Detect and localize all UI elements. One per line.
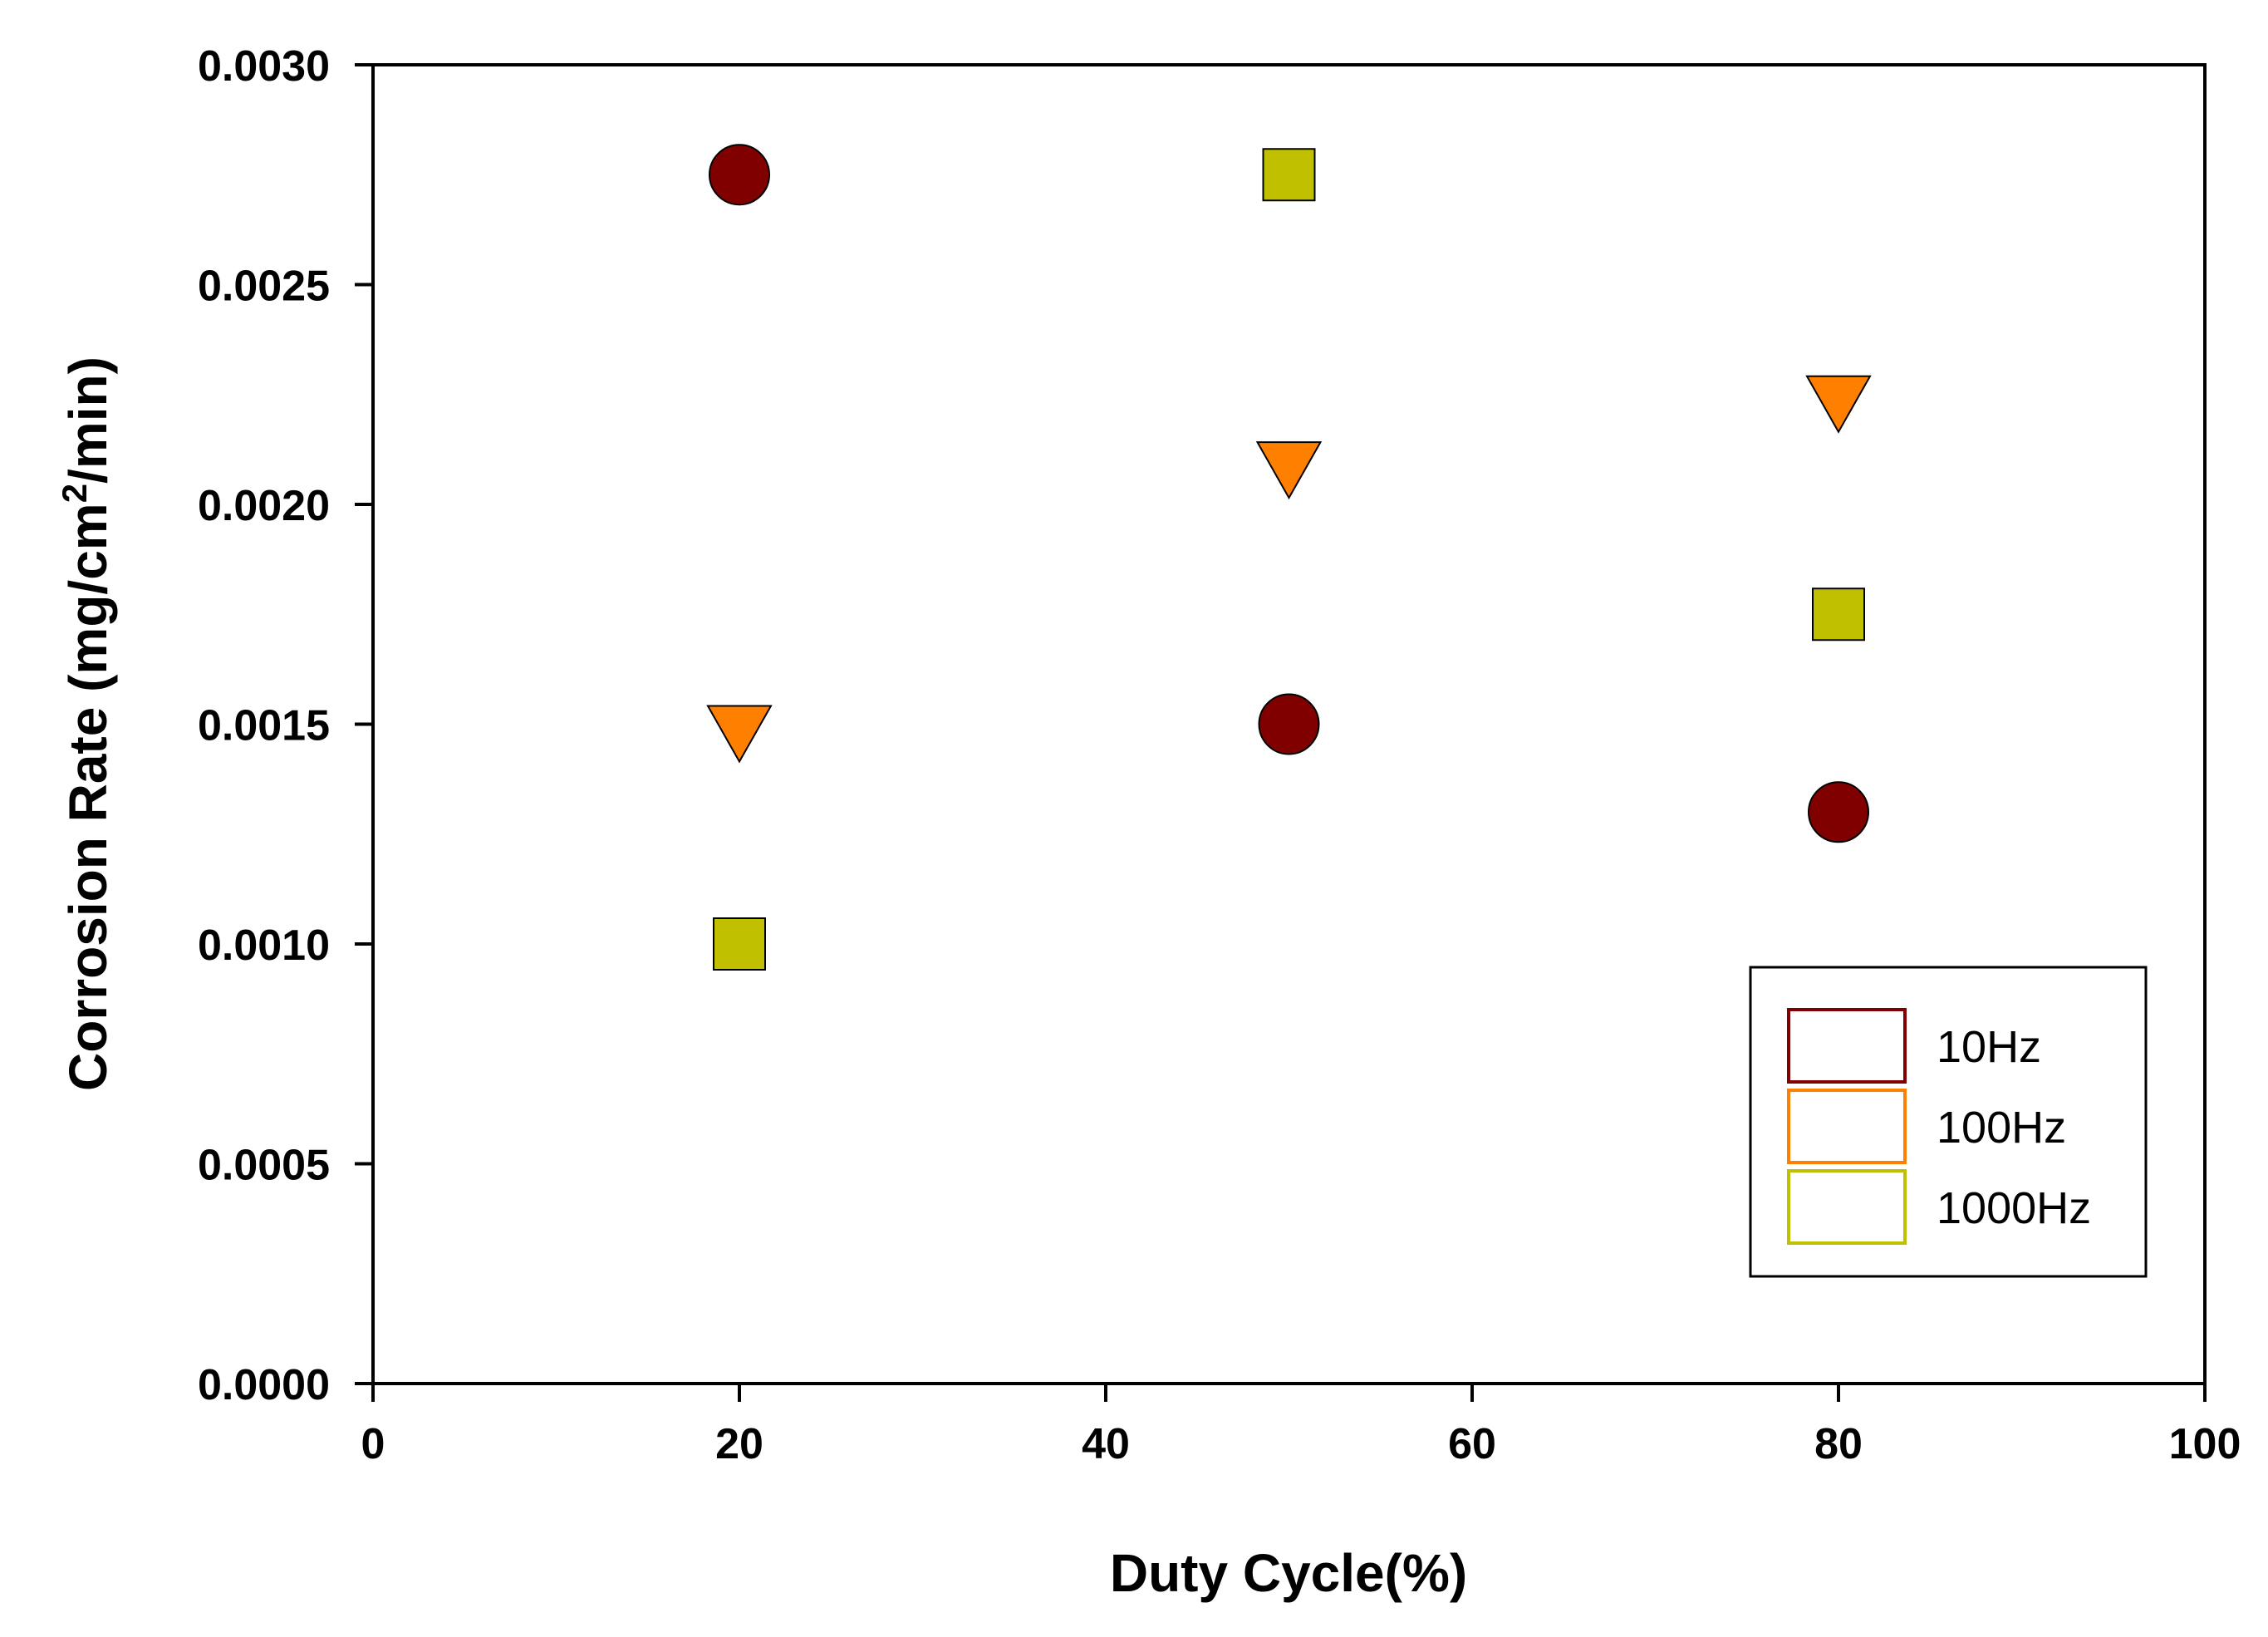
y-axis-title-main: Corrosion Rate (mg/cm [58, 503, 118, 1091]
data-point-triangle [706, 705, 773, 764]
y-tick-label: 0.0000 [198, 1361, 330, 1409]
data-point-circle [1258, 693, 1320, 755]
legend-box [1749, 966, 2148, 1278]
y-axis-title-suffix: /min) [58, 356, 118, 484]
data-point-triangle [1805, 375, 1872, 434]
legend-label: 10Hz [1937, 1022, 2041, 1072]
y-tick-label: 0.0010 [198, 922, 330, 970]
y-axis: 0.0000 0.0005 0.0010 0.0015 0.0020 0.0025 0.00… [198, 42, 373, 1409]
x-tick-label: 40 [1082, 1420, 1130, 1468]
legend-label: 100Hz [1937, 1103, 2066, 1153]
y-axis-title-superscript: 2 [55, 484, 94, 503]
legend-swatch [1787, 1089, 1907, 1164]
data-point-triangle [1255, 441, 1323, 500]
data-point-circle [1808, 781, 1869, 843]
data-point-square [713, 917, 766, 971]
y-tick-label: 0.0020 [198, 482, 330, 530]
x-tick-label: 80 [1814, 1420, 1863, 1468]
legend: 10Hz 100Hz 1000Hz [1749, 966, 2148, 1278]
data-point-square [1262, 148, 1316, 202]
x-axis: 0 20 40 60 80 100 [361, 1384, 2241, 1468]
legend-swatch [1787, 1008, 1907, 1084]
data-point-circle [709, 144, 770, 206]
data-point-square [1812, 587, 1865, 642]
data-points [706, 144, 1872, 971]
legend-swatch [1787, 1169, 1907, 1245]
x-tick-label: 60 [1448, 1420, 1496, 1468]
y-tick-label: 0.0015 [198, 702, 330, 750]
x-tick-label: 100 [2169, 1420, 2241, 1468]
y-tick-label: 0.0005 [198, 1142, 330, 1190]
y-axis-title: Corrosion Rate (mg/cm2/min) [55, 356, 118, 1091]
x-tick-label: 20 [715, 1420, 763, 1468]
y-tick-label: 0.0025 [198, 263, 330, 311]
x-axis-title: Duty Cycle(%) [1110, 1543, 1467, 1603]
y-tick-label: 0.0030 [198, 42, 330, 91]
x-tick-label: 0 [361, 1420, 385, 1468]
legend-label: 1000Hz [1937, 1183, 2091, 1233]
